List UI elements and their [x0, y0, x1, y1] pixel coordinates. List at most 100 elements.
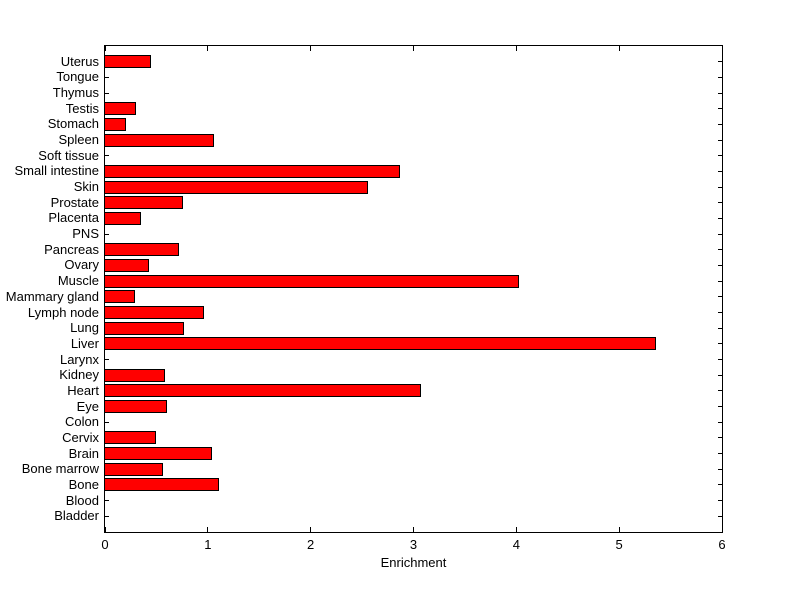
y-tick-left-blood — [105, 500, 109, 502]
y-tick-right-small-intestine — [718, 170, 722, 172]
x-tick-bottom-3 — [413, 527, 414, 532]
x-tick-bottom-4 — [515, 527, 517, 532]
bar-liver — [104, 337, 657, 351]
y-label-liver: Liver — [70, 335, 99, 351]
x-tick-top-5 — [618, 46, 620, 51]
bar-brain — [104, 447, 212, 461]
y-tick-right-kidney — [718, 374, 722, 376]
x-tick-bottom-5 — [618, 527, 620, 532]
y-tick-right-bone — [718, 484, 722, 486]
y-tick-left-bladder — [105, 515, 109, 517]
y-label-small-intestine: Small intestine — [14, 163, 99, 179]
y-tick-right-lung — [718, 327, 722, 329]
y-label-colon: Colon — [65, 414, 99, 430]
y-tick-right-pns — [718, 233, 722, 235]
y-tick-right-soft-tissue — [718, 155, 722, 157]
y-tick-right-liver — [718, 343, 722, 345]
x-tick-label-3: 3 — [409, 537, 418, 552]
x-axis-title: Enrichment — [380, 555, 447, 570]
bar-cervix — [104, 431, 157, 445]
x-tick-label-2: 2 — [307, 537, 315, 552]
y-tick-right-muscle — [718, 280, 722, 282]
y-tick-left-soft-tissue — [105, 155, 109, 157]
y-tick-right-blood — [718, 500, 722, 502]
x-tick-bottom-0 — [104, 527, 106, 532]
y-tick-left-tongue — [105, 76, 109, 78]
y-label-blood: Blood — [65, 492, 99, 508]
y-tick-right-mammary-gland — [718, 296, 722, 298]
bar-stomach — [104, 117, 126, 131]
y-tick-right-thymus — [718, 92, 722, 94]
y-label-pns: PNS — [72, 226, 99, 242]
y-tick-right-brain — [718, 453, 722, 455]
y-tick-right-prostate — [718, 202, 722, 204]
x-tick-top-4 — [515, 46, 517, 51]
y-label-lung: Lung — [70, 320, 99, 336]
y-tick-left-thymus — [105, 92, 109, 94]
bar-placenta — [104, 211, 141, 225]
x-tick-label-6: 6 — [718, 537, 726, 552]
bar-heart — [104, 384, 421, 398]
bar-mammary-gland — [104, 290, 135, 304]
x-tick-top-0 — [104, 46, 106, 51]
y-label-bone-marrow: Bone marrow — [21, 461, 99, 477]
bar-bone-marrow — [104, 462, 163, 476]
y-label-brain: Brain — [68, 445, 99, 461]
bar-skin — [104, 180, 369, 194]
y-label-muscle: Muscle — [57, 273, 99, 289]
bar-prostate — [104, 196, 184, 210]
y-label-lymph-node: Lymph node — [27, 304, 99, 320]
bar-bone — [104, 478, 220, 492]
y-label-testis: Testis — [65, 100, 99, 116]
y-tick-right-lymph-node — [718, 312, 722, 314]
x-tick-label-5: 5 — [615, 537, 623, 552]
bar-muscle — [104, 274, 520, 288]
y-tick-left-colon — [105, 421, 109, 423]
y-label-cervix: Cervix — [62, 429, 99, 445]
y-tick-right-placenta — [718, 217, 722, 219]
y-tick-left-pns — [105, 233, 109, 235]
bar-lymph-node — [104, 306, 204, 320]
bar-kidney — [104, 368, 165, 382]
bar-lung — [104, 321, 185, 335]
x-tick-bottom-6 — [721, 527, 723, 532]
bar-uterus — [104, 55, 152, 69]
y-label-placenta: Placenta — [48, 210, 99, 226]
x-tick-top-2 — [310, 46, 312, 51]
x-tick-top-3 — [413, 46, 414, 51]
x-tick-bottom-2 — [310, 527, 312, 532]
y-label-kidney: Kidney — [59, 367, 99, 383]
bar-eye — [104, 400, 167, 414]
y-label-bladder: Bladder — [54, 508, 99, 524]
x-tick-label-0: 0 — [101, 537, 109, 552]
y-label-soft-tissue: Soft tissue — [38, 147, 99, 163]
plot-area — [104, 45, 723, 533]
y-tick-right-colon — [718, 421, 722, 423]
y-label-skin: Skin — [73, 179, 99, 195]
x-tick-label-4: 4 — [512, 537, 520, 552]
y-label-heart: Heart — [67, 382, 99, 398]
y-label-eye: Eye — [76, 398, 99, 414]
y-label-uterus: Uterus — [60, 53, 99, 69]
y-tick-right-tongue — [718, 76, 722, 78]
y-tick-right-bladder — [718, 515, 722, 517]
x-tick-top-6 — [721, 46, 723, 51]
bar-spleen — [104, 133, 214, 147]
y-label-prostate: Prostate — [50, 194, 99, 210]
x-tick-bottom-1 — [207, 527, 209, 532]
y-tick-right-eye — [718, 406, 722, 408]
y-tick-right-spleen — [718, 139, 722, 141]
y-label-stomach: Stomach — [47, 116, 99, 132]
y-tick-right-cervix — [718, 437, 722, 439]
y-label-larynx: Larynx — [59, 351, 99, 367]
y-tick-right-heart — [718, 390, 722, 392]
y-tick-right-larynx — [718, 359, 722, 361]
y-tick-right-bone-marrow — [718, 468, 722, 470]
x-tick-label-1: 1 — [204, 537, 212, 552]
y-label-bone: Bone — [68, 476, 99, 492]
y-label-mammary-gland: Mammary gland — [5, 288, 99, 304]
y-tick-left-larynx — [105, 359, 109, 361]
bar-testis — [104, 102, 136, 116]
y-tick-right-pancreas — [718, 249, 722, 251]
